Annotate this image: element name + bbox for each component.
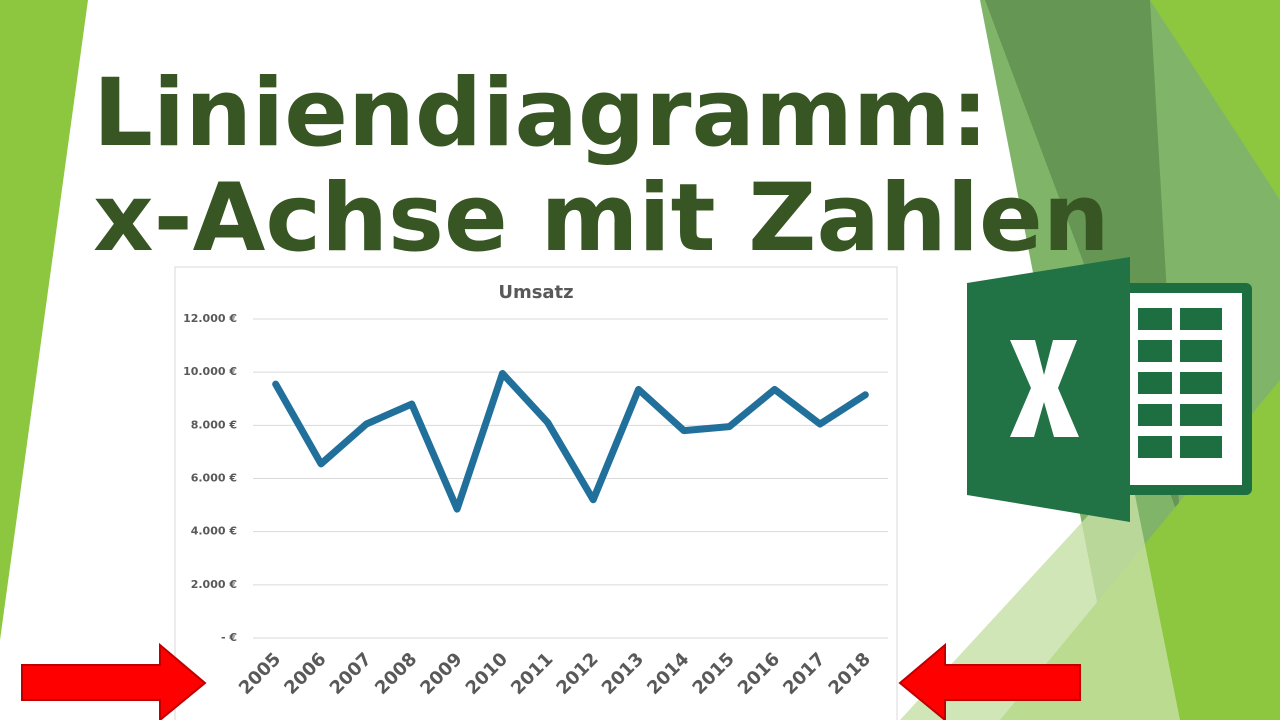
chart-area	[174, 266, 898, 720]
excel-logo	[967, 257, 1252, 522]
y-tick-label: 4.000 €	[191, 525, 237, 538]
chart-title: Umsatz	[498, 282, 573, 303]
deco-shape	[1150, 0, 1280, 200]
logo-grid	[1138, 308, 1222, 458]
y-tick-label: 6.000 €	[191, 472, 237, 485]
logo-x	[1010, 340, 1079, 437]
heading-line: x-Achse mit Zahlen	[93, 164, 1110, 273]
arrow-right	[21, 642, 207, 720]
deco-shape	[900, 470, 1180, 720]
y-tick-label: 10.000 €	[183, 365, 237, 378]
y-tick-label: 12.000 €	[183, 312, 237, 325]
arrow-left	[898, 642, 1081, 720]
heading-line: Liniendiagramm:	[93, 59, 988, 168]
left-stripe	[0, 0, 88, 640]
y-tick-label: - €	[221, 631, 237, 644]
data-line	[272, 369, 869, 513]
y-tick-label: 2.000 €	[191, 578, 237, 591]
y-tick-label: 8.000 €	[191, 418, 237, 431]
